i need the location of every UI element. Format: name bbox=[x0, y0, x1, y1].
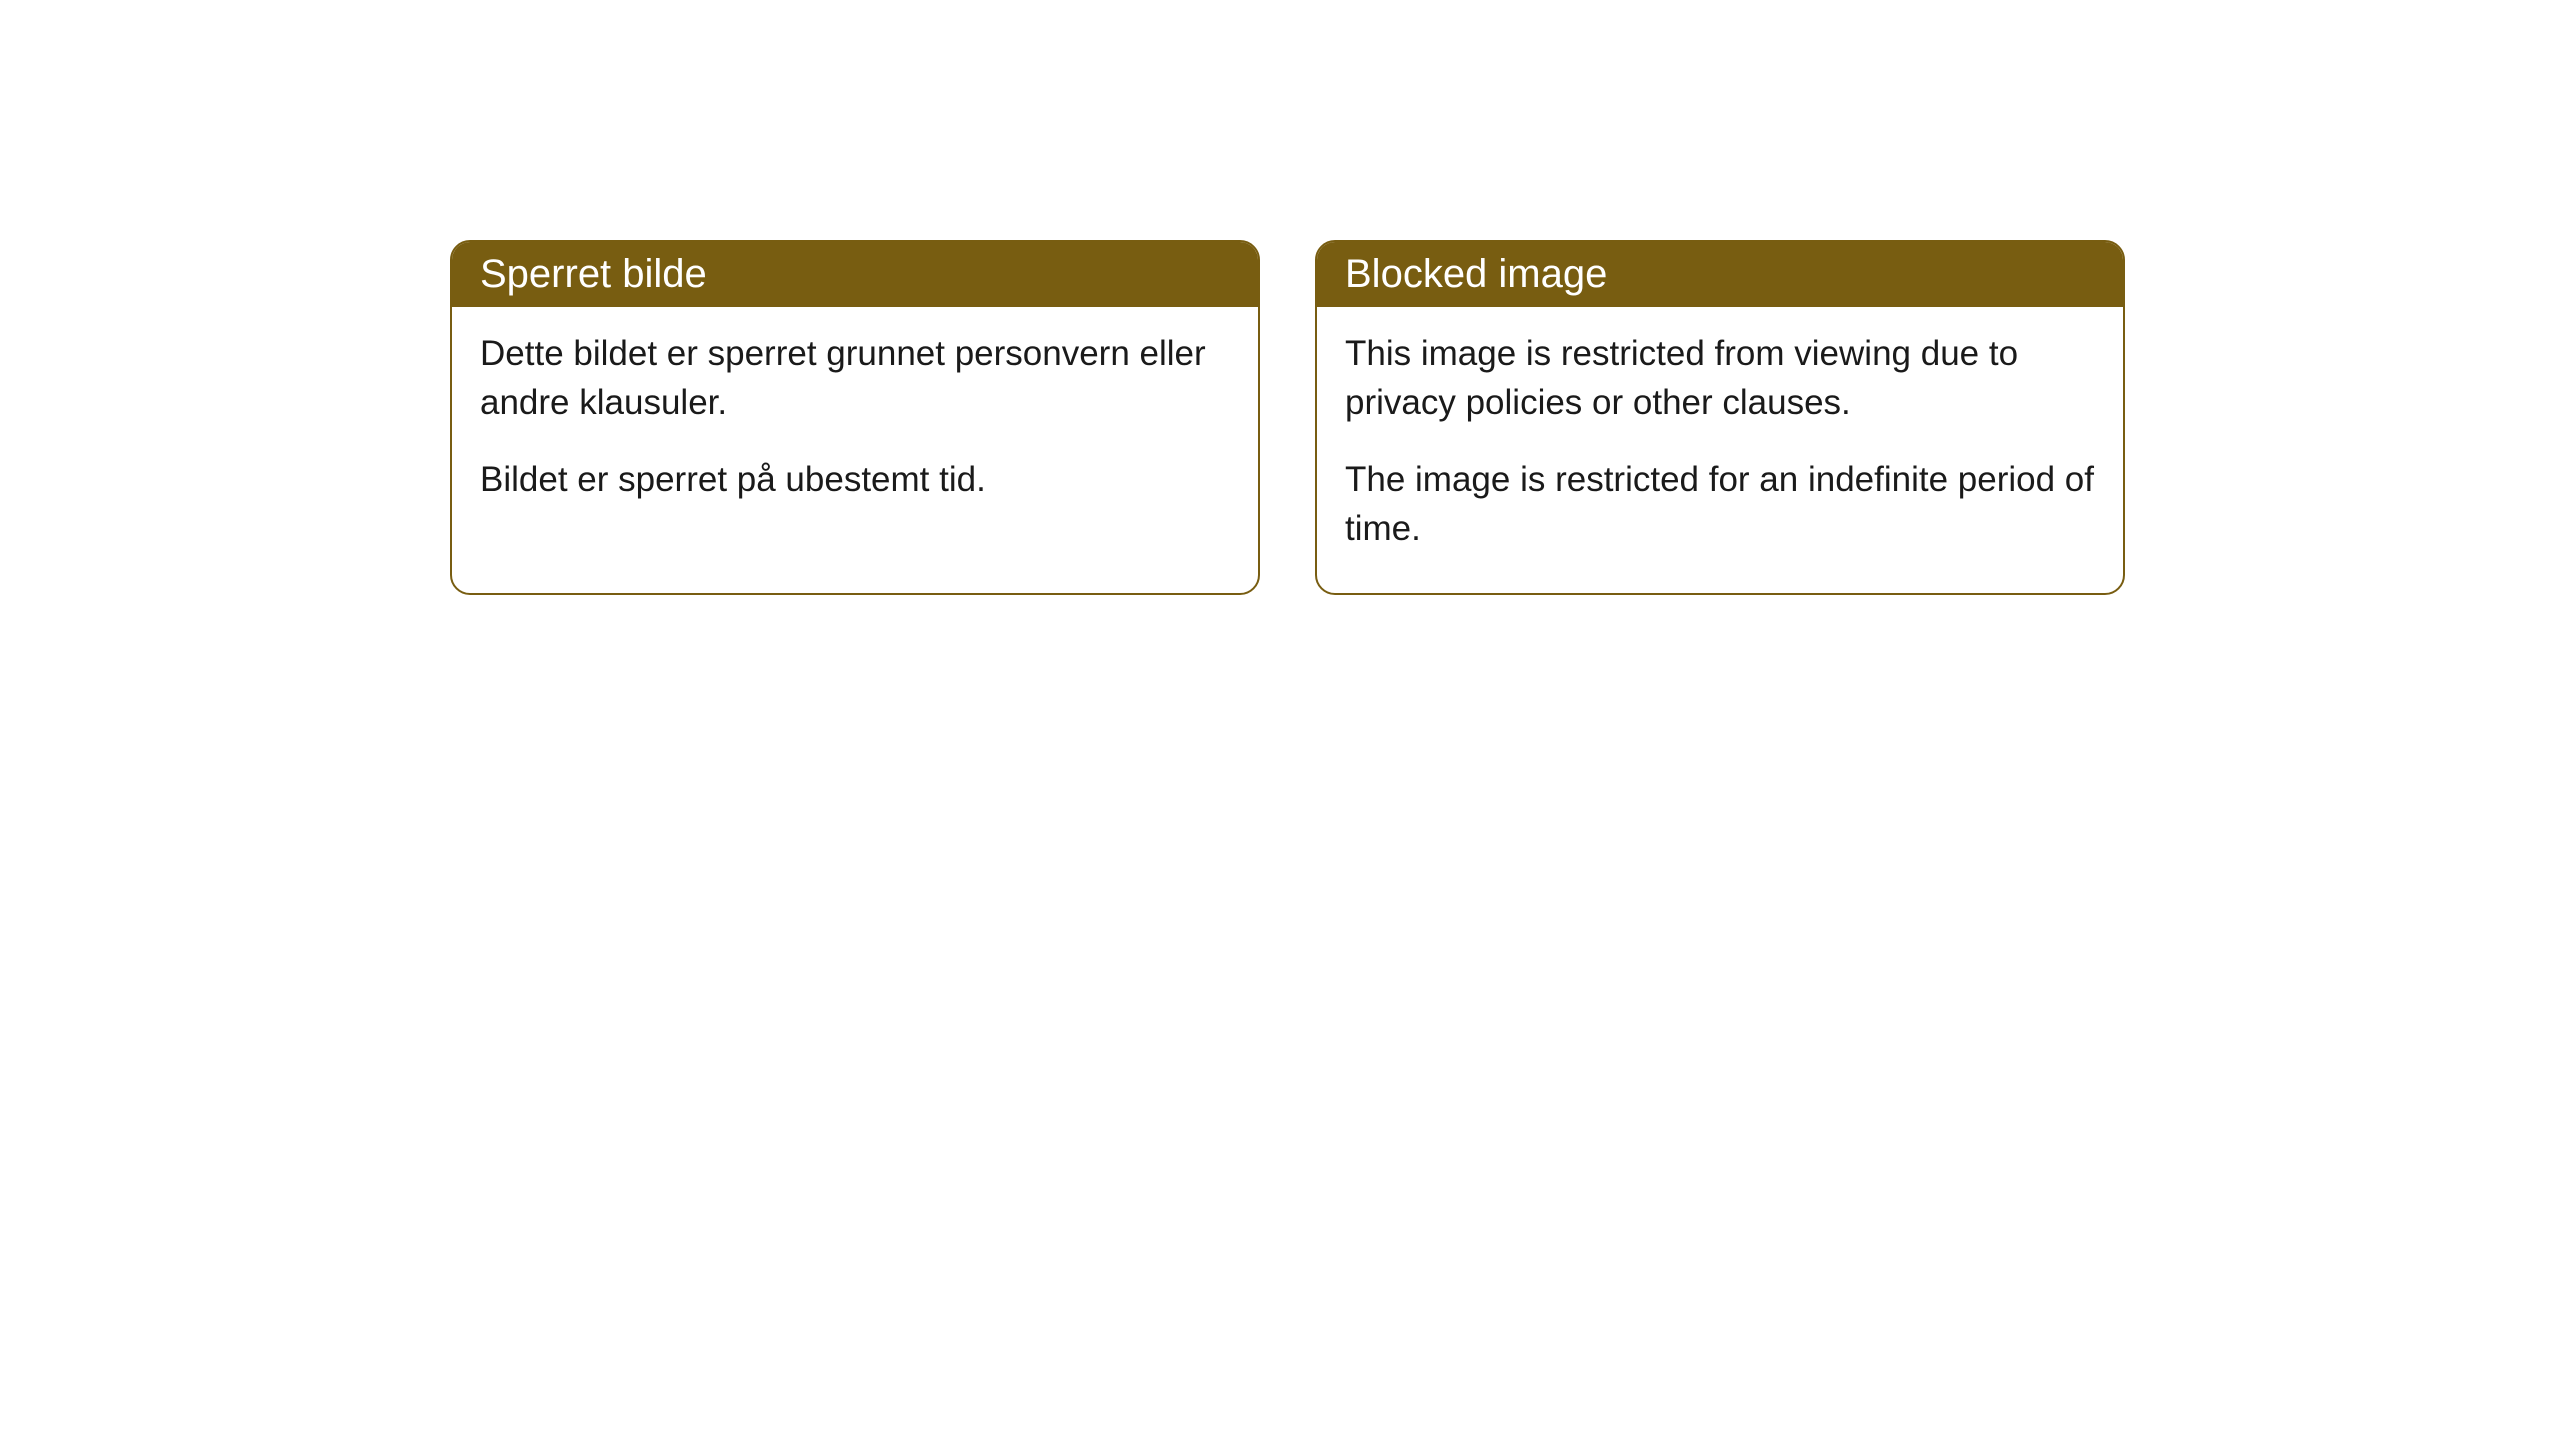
notice-header: Blocked image bbox=[1317, 242, 2123, 307]
notice-paragraph: Bildet er sperret på ubestemt tid. bbox=[480, 455, 1230, 504]
notice-title: Sperret bilde bbox=[480, 252, 707, 296]
notice-header: Sperret bilde bbox=[452, 242, 1258, 307]
notice-paragraph: Dette bildet er sperret grunnet personve… bbox=[480, 329, 1230, 427]
notice-card-norwegian: Sperret bilde Dette bildet er sperret gr… bbox=[450, 240, 1260, 595]
notice-body: This image is restricted from viewing du… bbox=[1317, 307, 2123, 593]
notice-title: Blocked image bbox=[1345, 252, 1607, 296]
notice-card-english: Blocked image This image is restricted f… bbox=[1315, 240, 2125, 595]
notice-paragraph: This image is restricted from viewing du… bbox=[1345, 329, 2095, 427]
notice-body: Dette bildet er sperret grunnet personve… bbox=[452, 307, 1258, 544]
notice-container: Sperret bilde Dette bildet er sperret gr… bbox=[450, 240, 2125, 595]
notice-paragraph: The image is restricted for an indefinit… bbox=[1345, 455, 2095, 553]
